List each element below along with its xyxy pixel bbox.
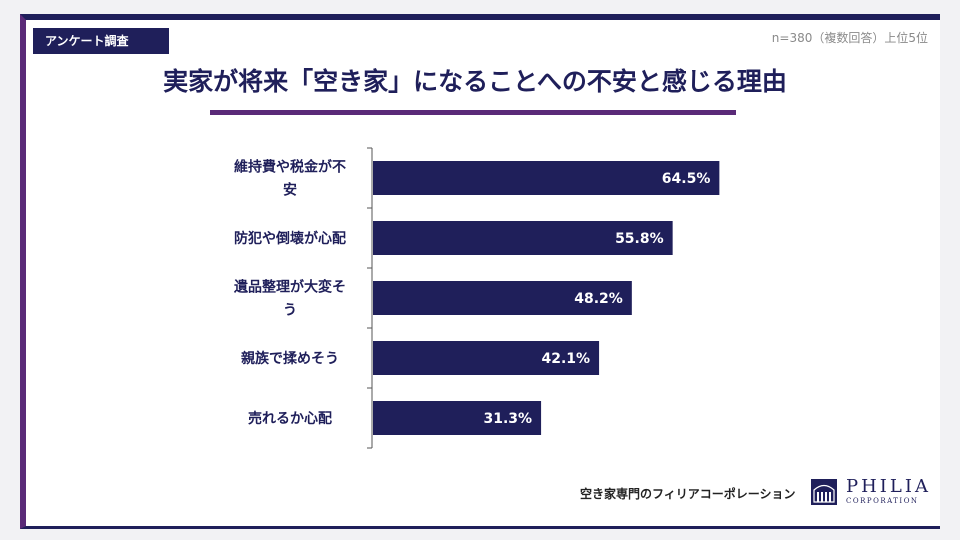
company-text: 空き家専門のフィリアコーポレーション [580,487,796,501]
bar-5 [373,401,542,435]
bar-4 [373,341,600,375]
category-label: 防犯や倒壊が心配 [234,230,346,247]
bar-value-label: 42.1% [541,351,590,367]
bar-value-label: 48.2% [574,291,623,307]
category-label: 売れるか心配 [248,410,332,427]
card-frame [20,14,940,529]
bar-2 [373,221,673,255]
category-label: う [283,303,297,319]
category-label: 親族で揉めそう [241,350,339,367]
logo-name: PHILIA [846,476,931,497]
survey-tag: アンケート調査 [33,28,169,54]
bar-value-label: 64.5% [662,171,711,187]
bar-3 [373,281,632,315]
sample-note: n=380（複数回答）上位5位 [771,31,928,45]
category-label: 維持費や税金が不 [234,159,346,176]
logo-sub: CORPORATION [846,497,919,505]
bar-1 [373,161,720,195]
category-label: 安 [283,182,297,199]
category-label: 遺品整理が大変そ [234,279,346,296]
bar-value-label: 31.3% [484,411,533,427]
philia-logo-icon [811,479,837,505]
bar-value-label: 55.8% [615,231,664,247]
title-underline [210,110,736,115]
chart-title: 実家が将来「空き家」になることへの不安と感じる理由 [163,67,787,96]
